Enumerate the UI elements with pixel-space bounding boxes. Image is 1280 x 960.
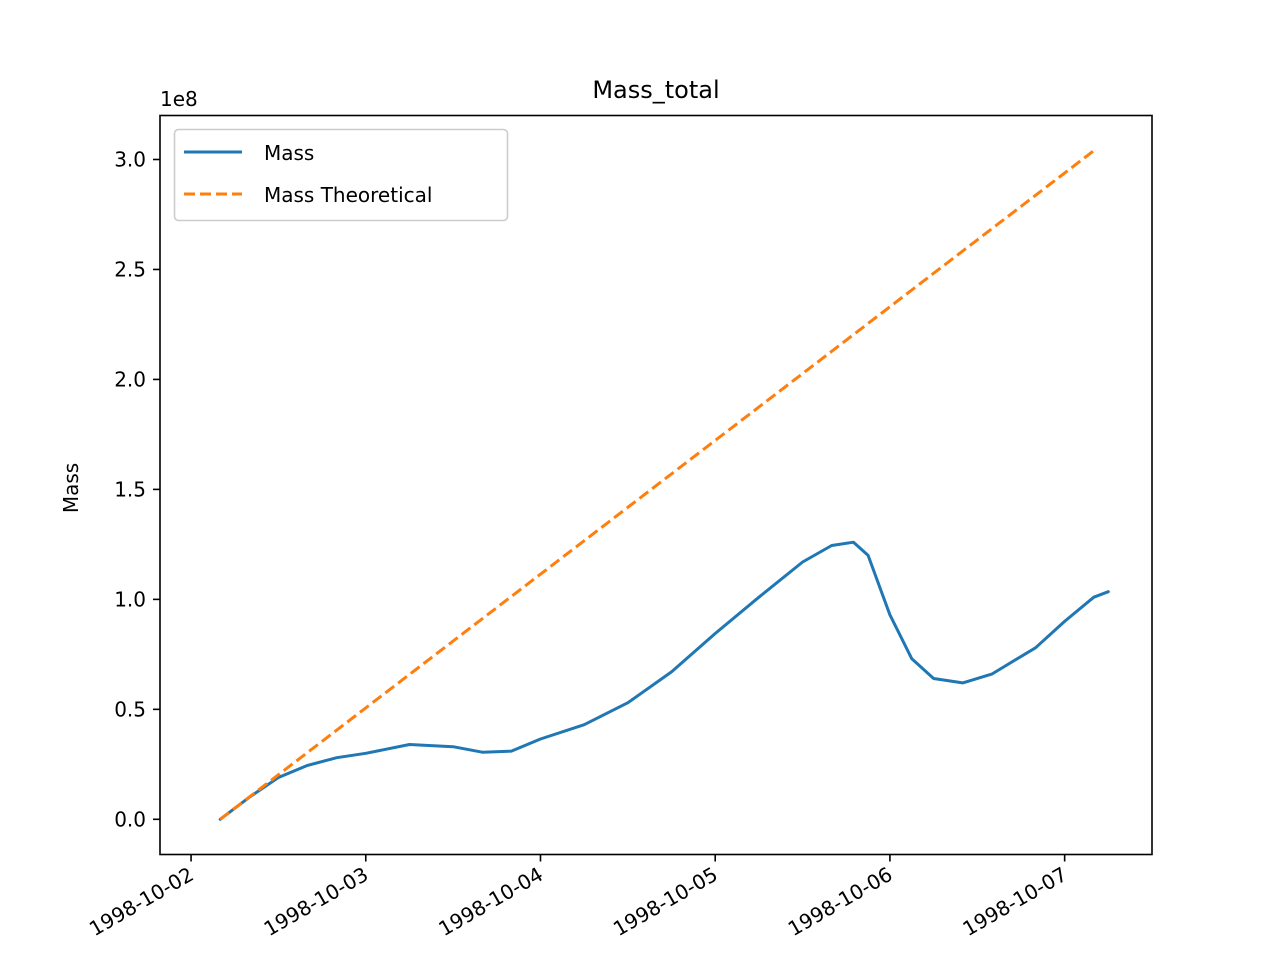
x-tick-label: 1998-10-05 — [609, 862, 722, 941]
series-line-mass-theoretical — [220, 151, 1094, 820]
y-tick-label: 1.5 — [114, 477, 146, 501]
y-offset-label: 1e8 — [160, 87, 198, 111]
legend-label: Mass Theoretical — [264, 183, 432, 207]
y-tick-label: 2.5 — [114, 257, 146, 281]
x-axis-ticks: 1998-10-02 1998-10-03 1998-10-04 1998-10-05… — [85, 855, 1071, 941]
y-tick-label: 0.0 — [114, 807, 146, 831]
y-tick-label: 2.0 — [114, 367, 146, 391]
x-tick-label: 1998-10-03 — [260, 862, 373, 941]
x-tick-label: 1998-10-07 — [958, 862, 1071, 941]
plot-lines — [220, 151, 1108, 820]
y-tick-label: 1.0 — [114, 587, 146, 611]
chart-title: Mass_total — [592, 76, 719, 104]
y-tick-label: 3.0 — [114, 147, 146, 171]
y-tick-label: 0.5 — [114, 697, 146, 721]
legend: Mass Mass Theoretical — [175, 130, 508, 221]
x-tick-label: 1998-10-02 — [85, 862, 198, 941]
legend-label: Mass — [264, 141, 314, 165]
y-axis-label: Mass — [59, 463, 83, 513]
y-axis-ticks: 0.0 0.5 1.0 1.5 2.0 2.5 3.0 — [114, 147, 160, 831]
series-line-mass — [220, 542, 1108, 819]
x-tick-label: 1998-10-06 — [784, 862, 897, 941]
x-tick-label: 1998-10-04 — [434, 862, 547, 941]
